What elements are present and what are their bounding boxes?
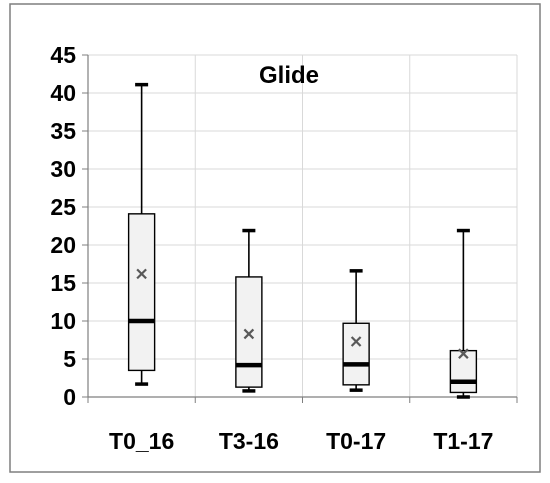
box-group — [127, 82, 156, 386]
chart-frame — [9, 3, 541, 473]
mean-marker-b — [243, 328, 255, 340]
y-tick-label: 40 — [50, 80, 76, 106]
iqr-box — [127, 213, 156, 372]
gridlines — [88, 54, 518, 397]
axes: 0 5 10 15 20 25 30 35 40 45 T0_16 T3-16 T0-17 T1-17 — [50, 42, 518, 454]
y-tick-label: 45 — [50, 42, 76, 68]
category-label: T0_16 — [109, 428, 174, 454]
mean-marker-b — [458, 348, 469, 359]
mean-marker-b — [350, 336, 362, 347]
y-tick-label: 30 — [50, 156, 76, 182]
boxes — [127, 82, 478, 399]
category-label: T3-16 — [219, 428, 279, 454]
y-tick-label: 5 — [63, 346, 76, 372]
category-label: T1-17 — [433, 428, 493, 454]
y-tick-label: 20 — [50, 232, 76, 258]
y-tick-label: 0 — [63, 384, 76, 410]
y-tick-label: 25 — [50, 194, 76, 220]
iqr-box — [342, 322, 370, 386]
box-group — [235, 228, 263, 393]
iqr-box — [235, 276, 263, 388]
box-group — [449, 228, 478, 399]
mean-marker-b — [136, 268, 147, 280]
iqr-box — [449, 349, 478, 394]
y-tick-label: 35 — [50, 118, 76, 144]
y-tick-label: 10 — [50, 308, 76, 334]
chart-title: Glide — [259, 62, 319, 89]
category-label: T0-17 — [326, 428, 386, 454]
y-tick-label: 15 — [50, 270, 76, 296]
box-group — [342, 269, 370, 392]
